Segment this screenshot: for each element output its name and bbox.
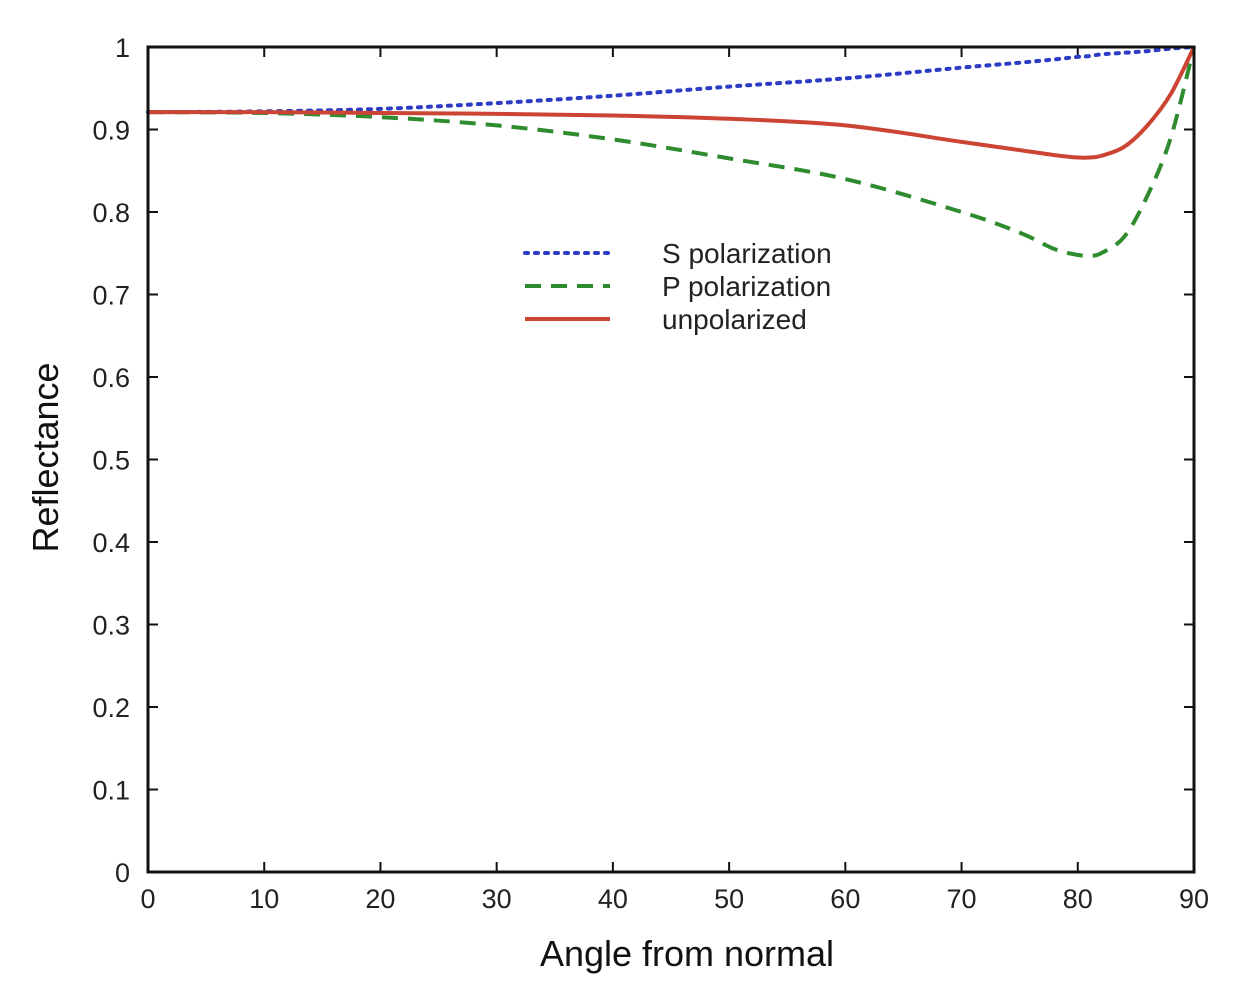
y-tick-label: 0.5 — [92, 446, 130, 476]
x-tick-label: 30 — [482, 884, 512, 914]
y-tick-label: 0.3 — [92, 611, 130, 641]
x-tick-label: 0 — [140, 884, 155, 914]
y-tick-label: 0.7 — [92, 281, 130, 311]
x-tick-label: 40 — [598, 884, 628, 914]
x-axis-title: Angle from normal — [540, 933, 834, 974]
y-tick-label: 0.1 — [92, 776, 130, 806]
x-tick-label: 10 — [249, 884, 279, 914]
y-tick-label: 0.6 — [92, 363, 130, 393]
y-tick-label: 1 — [115, 33, 130, 63]
series-line-s-polarization — [146, 45, 1196, 115]
legend-label: unpolarized — [662, 304, 807, 335]
y-tick-label: 0.4 — [92, 528, 130, 558]
y-tick-label: 0 — [115, 858, 130, 888]
x-tick-label: 60 — [830, 884, 860, 914]
x-tick-label: 50 — [714, 884, 744, 914]
y-axis-title: Reflectance — [25, 362, 66, 552]
y-tick-label: 0.8 — [92, 198, 130, 228]
x-tick-label: 80 — [1063, 884, 1093, 914]
plot-frame — [146, 45, 1196, 874]
y-tick-label: 0.9 — [92, 116, 130, 146]
legend-label: S polarization — [662, 238, 832, 269]
y-tick-label: 0.2 — [92, 693, 130, 723]
x-tick-label: 70 — [947, 884, 977, 914]
x-tick-label: 90 — [1179, 884, 1209, 914]
series-line-p-polarization — [147, 46, 1196, 258]
y-axis-ticks: 0 0.1 0.2 0.3 0.4 0.5 0.6 0.7 0.8 0.9 1 — [92, 33, 1194, 888]
series-lines — [146, 45, 1196, 258]
x-tick-label: 20 — [365, 884, 395, 914]
legend-label: P polarization — [662, 271, 831, 302]
series-line-unpolarized — [147, 46, 1196, 160]
x-axis-ticks: 0 10 20 30 40 50 60 70 80 90 — [140, 47, 1209, 914]
